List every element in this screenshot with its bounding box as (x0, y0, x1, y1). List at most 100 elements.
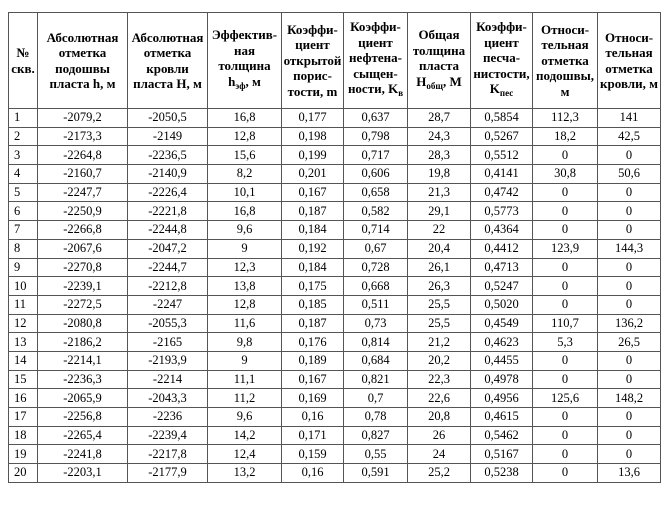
cell-sand-ratio: 0,4742 (470, 182, 533, 203)
cell-total-thickness: 22,3 (407, 369, 471, 390)
cell-sand-ratio: 0,4455 (470, 350, 533, 371)
cell-effective-thickness: 9,8 (207, 332, 282, 352)
cell-rel-bottom: 30,8 (532, 164, 598, 184)
cell-total-thickness: 20,8 (407, 407, 471, 427)
cell-well-number: 13 (8, 332, 38, 352)
cell-abs-top: -2177,9 (127, 463, 208, 483)
cell-abs-bottom: -2214,1 (37, 350, 128, 371)
cell-abs-bottom: -2239,1 (37, 276, 128, 296)
cell-total-thickness: 20,2 (407, 350, 471, 371)
cell-abs-bottom: -2079,2 (37, 108, 128, 128)
table-row: 5 -2247,7 -2226,4 10,1 0,167 0,658 21,3 0,4742 0… (8, 182, 661, 203)
cell-oil-saturation: 0,637 (343, 108, 408, 128)
cell-rel-bottom: 0 (532, 425, 598, 446)
cell-rel-top: 42,5 (597, 126, 661, 147)
cell-abs-bottom: -2266,8 (37, 220, 128, 240)
cell-rel-bottom: 5,3 (532, 332, 598, 352)
cell-porosity: 0,192 (281, 238, 344, 259)
cell-well-number: 11 (8, 294, 38, 315)
cell-rel-bottom: 125,6 (532, 388, 598, 408)
header-sand-ratio: Коэффи-циент песча-нистости, Kпес (470, 12, 533, 109)
header-unit: , М (442, 73, 462, 89)
cell-effective-thickness: 9 (207, 238, 282, 259)
cell-rel-top: 0 (597, 407, 661, 427)
cell-abs-bottom: -2173,3 (37, 126, 128, 147)
table-row: 20 -2203,1 -2177,9 13,2 0,16 0,591 25,2 0,5238 0… (8, 463, 661, 483)
cell-effective-thickness: 13,8 (207, 276, 282, 296)
header-text: Эффектив-ная толщина h (211, 27, 278, 89)
header-rel-top: Относи-тельная отметка кровли, м (597, 12, 661, 109)
header-text: Относи-тельная отметка подошвы, м (535, 21, 595, 99)
cell-rel-top: 0 (597, 257, 661, 278)
cell-abs-top: -2221,8 (127, 201, 208, 222)
cell-abs-top: -2226,4 (127, 182, 208, 203)
cell-well-number: 18 (8, 425, 38, 446)
cell-abs-top: -2047,2 (127, 238, 208, 259)
cell-oil-saturation: 0,7 (343, 388, 408, 408)
cell-rel-top: 141 (597, 108, 661, 128)
table-row: 4 -2160,7 -2140,9 8,2 0,201 0,606 19,8 0,4141 30… (8, 164, 661, 184)
cell-rel-top: 0 (597, 201, 661, 222)
cell-abs-top: -2247 (127, 294, 208, 315)
cell-abs-bottom: -2272,5 (37, 294, 128, 315)
cell-sand-ratio: 0,5773 (470, 201, 533, 222)
cell-abs-top: -2212,8 (127, 276, 208, 296)
cell-oil-saturation: 0,827 (343, 425, 408, 446)
header-text: Коэффи-циент песча-нистости, K (473, 19, 530, 97)
cell-sand-ratio: 0,4141 (470, 164, 533, 184)
table-row: 14 -2214,1 -2193,9 9 0,189 0,684 20,2 0,4455 0 0 (8, 350, 661, 371)
cell-oil-saturation: 0,511 (343, 294, 408, 315)
cell-rel-top: 0 (597, 145, 661, 166)
cell-porosity: 0,16 (281, 463, 344, 483)
cell-well-number: 8 (8, 238, 38, 259)
cell-oil-saturation: 0,55 (343, 444, 408, 465)
cell-porosity: 0,184 (281, 257, 344, 278)
cell-porosity: 0,184 (281, 220, 344, 240)
cell-effective-thickness: 11,2 (207, 388, 282, 408)
cell-abs-bottom: -2203,1 (37, 463, 128, 483)
cell-total-thickness: 20,4 (407, 238, 471, 259)
cell-well-number: 3 (8, 145, 38, 166)
cell-abs-top: -2236 (127, 407, 208, 427)
cell-rel-top: 13,6 (597, 463, 661, 483)
cell-well-number: 2 (8, 126, 38, 147)
header-text: № скв. (11, 45, 35, 76)
cell-effective-thickness: 8,2 (207, 164, 282, 184)
cell-effective-thickness: 11,6 (207, 313, 282, 334)
cell-sand-ratio: 0,5267 (470, 126, 533, 147)
cell-sand-ratio: 0,4978 (470, 369, 533, 390)
cell-effective-thickness: 16,8 (207, 108, 282, 128)
cell-oil-saturation: 0,714 (343, 220, 408, 240)
cell-oil-saturation: 0,67 (343, 238, 408, 259)
cell-sand-ratio: 0,5020 (470, 294, 533, 315)
cell-rel-bottom: 0 (532, 407, 598, 427)
cell-oil-saturation: 0,717 (343, 145, 408, 166)
cell-rel-bottom: 110,7 (532, 313, 598, 334)
cell-porosity: 0,176 (281, 332, 344, 352)
cell-total-thickness: 22 (407, 220, 471, 240)
cell-rel-top: 0 (597, 369, 661, 390)
header-text: Коэффи-циент нефтена-сыщен-ности, K (347, 19, 402, 97)
cell-abs-top: -2149 (127, 126, 208, 147)
cell-rel-bottom: 0 (532, 276, 598, 296)
cell-total-thickness: 22,6 (407, 388, 471, 408)
cell-sand-ratio: 0,4956 (470, 388, 533, 408)
header-subscript: эф (235, 80, 246, 91)
cell-porosity: 0,201 (281, 164, 344, 184)
cell-abs-bottom: -2250,9 (37, 201, 128, 222)
table-row: 1 -2079,2 -2050,5 16,8 0,177 0,637 28,7 0,5854 1… (8, 108, 661, 128)
cell-sand-ratio: 0,5167 (470, 444, 533, 465)
cell-oil-saturation: 0,668 (343, 276, 408, 296)
cell-effective-thickness: 12,4 (207, 444, 282, 465)
cell-total-thickness: 26 (407, 425, 471, 446)
header-subscript: пес (499, 88, 514, 99)
cell-effective-thickness: 16,8 (207, 201, 282, 222)
cell-abs-top: -2055,3 (127, 313, 208, 334)
header-unit: , м (245, 73, 261, 89)
cell-effective-thickness: 9 (207, 350, 282, 371)
header-abs-top: Абсолютная отметка кровли пласта H, м (127, 12, 208, 109)
cell-abs-top: -2050,5 (127, 108, 208, 128)
table-row: 19 -2241,8 -2217,8 12,4 0,159 0,55 24 0,5167 0 0 (8, 444, 661, 465)
cell-rel-top: 26,5 (597, 332, 661, 352)
cell-abs-bottom: -2265,4 (37, 425, 128, 446)
